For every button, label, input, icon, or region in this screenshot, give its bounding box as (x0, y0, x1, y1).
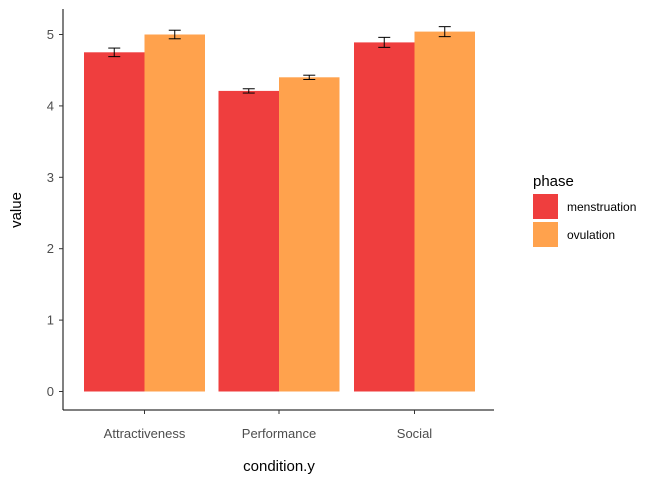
bars (84, 31, 475, 392)
legend-label-ovulation: ovulation (567, 228, 615, 242)
x-tick-label: Social (397, 426, 433, 441)
y-tick-label: 5 (47, 27, 54, 42)
bar-ovulation-attractiveness (144, 34, 205, 392)
bar-ovulation-performance (279, 77, 340, 392)
error-bar-ovulation-social (438, 26, 451, 38)
error-bar-ovulation-performance (303, 74, 316, 80)
legend-label-menstruation: menstruation (567, 200, 636, 214)
y-tick-label: 0 (47, 384, 54, 399)
bar-menstruation-performance (218, 90, 279, 392)
error-bar-menstruation-attractiveness (108, 47, 121, 58)
legend-title: phase (533, 173, 574, 190)
y-tick-label: 1 (47, 313, 54, 328)
bar-menstruation-attractiveness (84, 52, 145, 392)
error-bars (108, 26, 451, 94)
y-tick-label: 2 (47, 241, 54, 256)
x-tick-label: Performance (242, 426, 316, 441)
x-axis-title: condition.y (243, 458, 315, 475)
bar-ovulation-social (414, 31, 475, 392)
x-tick-label: Attractiveness (104, 426, 186, 441)
legend: menstruation ovulation (533, 194, 636, 247)
error-bar-menstruation-social (378, 36, 391, 48)
y-axis-title: value (8, 192, 25, 228)
x-ticks: Attractiveness Performance Social (104, 410, 433, 441)
y-tick-label: 3 (47, 170, 54, 185)
error-bar-ovulation-attractiveness (168, 29, 181, 40)
error-bar-menstruation-performance (242, 88, 255, 94)
bar-menstruation-social (354, 42, 415, 392)
y-tick-label: 4 (47, 98, 54, 113)
legend-key-ovulation (533, 222, 558, 247)
legend-key-menstruation (533, 194, 558, 219)
y-ticks: 0 1 2 3 4 5 (47, 27, 63, 399)
